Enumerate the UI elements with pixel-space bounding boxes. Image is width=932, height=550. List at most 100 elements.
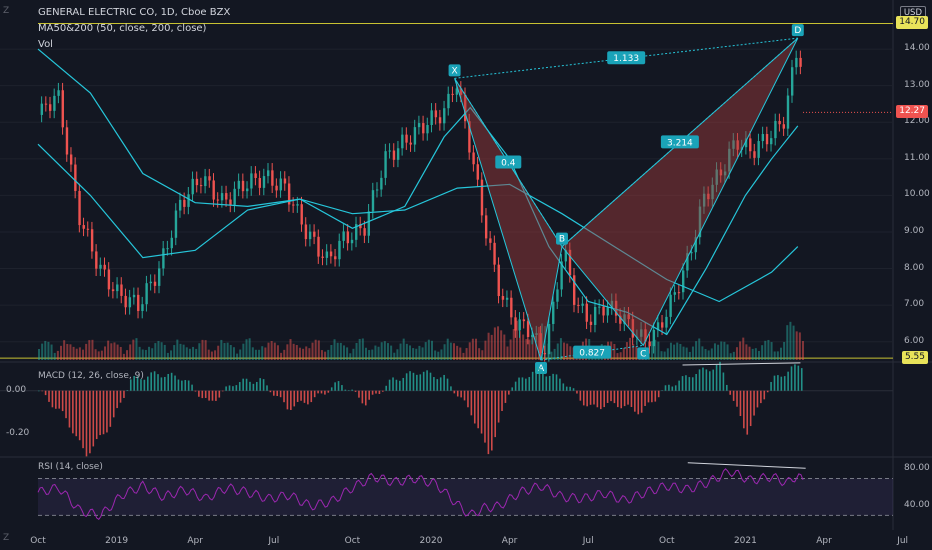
volume-bar — [188, 348, 191, 360]
candle-body — [375, 189, 379, 191]
volume-bar — [739, 341, 742, 360]
volume-bar — [550, 351, 553, 360]
macd-histogram-bar — [334, 382, 336, 391]
volume-bar — [239, 349, 242, 360]
volume-bar — [475, 338, 478, 360]
x-axis-label: Apr — [501, 536, 518, 546]
macd-histogram-bar — [112, 390, 115, 418]
volume-bar — [757, 350, 760, 360]
macd-histogram-bar — [559, 378, 561, 391]
volume-bar — [691, 346, 694, 360]
candle-body — [669, 294, 672, 317]
macd-histogram-bar — [419, 374, 422, 391]
candle-body — [749, 138, 752, 152]
price-tick-label: 12.00 — [904, 116, 930, 127]
volume-bar — [415, 348, 418, 360]
volume-bar — [75, 348, 78, 360]
x-axis-label: Jul — [268, 536, 280, 546]
volume-bar — [519, 331, 522, 360]
macd-histogram-bar — [736, 390, 738, 407]
volume-bar — [217, 345, 220, 360]
rsi-tick-label: 40.00 — [904, 500, 930, 511]
candle-body — [191, 178, 194, 195]
ratio-label: 3.214 — [667, 138, 693, 148]
macd-histogram-bar — [157, 374, 159, 391]
macd-histogram-bar — [150, 372, 152, 391]
candle-body — [82, 225, 85, 229]
candle-body — [790, 67, 794, 96]
candle-body — [644, 329, 647, 342]
candle-body — [472, 152, 475, 165]
volume-bar — [320, 350, 323, 360]
x-axis-label: Jul — [897, 536, 909, 546]
macd-histogram-bar — [497, 390, 500, 423]
candle-body — [246, 188, 249, 192]
candle-body — [438, 117, 442, 124]
macd-histogram-bar — [490, 390, 493, 451]
macd-histogram-bar — [242, 378, 244, 391]
volume-bar — [339, 342, 342, 360]
macd-histogram-bar — [572, 388, 575, 391]
macd-histogram-bar — [109, 390, 112, 427]
macd-histogram-bar — [579, 390, 582, 401]
candle-body — [723, 171, 727, 176]
volume-bar — [559, 338, 562, 360]
volume-bar — [735, 347, 738, 360]
macd-histogram-bar — [797, 365, 800, 391]
volume-bar — [462, 352, 465, 360]
ratio-badge — [607, 51, 646, 65]
macd-histogram-bar — [41, 390, 44, 392]
candle-body — [661, 322, 664, 328]
volume-bar — [446, 338, 449, 360]
macd-histogram-bar — [487, 390, 490, 455]
volume-bar — [635, 346, 638, 360]
macd-histogram-bar — [38, 390, 40, 392]
volume-bar — [487, 332, 490, 360]
volume-bar — [236, 353, 239, 360]
volume-bar — [663, 351, 666, 360]
volume-bar — [613, 343, 616, 360]
macd-histogram-bar — [477, 390, 479, 429]
macd-histogram-bar — [702, 367, 704, 391]
ma-legend: MA50&200 (50, close, 200, close) — [38, 23, 207, 34]
volume-bar — [204, 340, 207, 360]
macd-histogram-bar — [446, 378, 449, 391]
macd-histogram-bar — [545, 376, 548, 391]
candle-body — [153, 281, 157, 286]
candle-body — [271, 170, 274, 186]
macd-histogram-bar — [269, 390, 272, 393]
macd-histogram-bar — [630, 390, 633, 408]
volume-bar — [798, 332, 801, 360]
macd-histogram-bar — [92, 390, 95, 447]
price-tick-label: 8.00 — [904, 262, 925, 273]
macd-histogram-bar — [177, 379, 180, 391]
volume-bar — [100, 350, 103, 360]
macd-histogram-bar — [644, 390, 646, 406]
candle-body — [334, 256, 337, 260]
volume-bar — [569, 346, 572, 360]
candle-body — [593, 307, 597, 325]
candle-body — [308, 231, 312, 240]
volume-bar — [622, 347, 625, 360]
volume-bar — [166, 352, 169, 360]
volume-bar — [141, 349, 144, 360]
candle-body — [241, 180, 245, 192]
macd-histogram-bar — [136, 376, 139, 391]
macd-histogram-bar — [184, 380, 187, 391]
volume-bar — [795, 331, 798, 360]
macd-histogram-bar — [300, 390, 302, 401]
volume-bar — [402, 338, 405, 360]
macd-histogram-bar — [705, 369, 708, 391]
volume-bar — [248, 338, 251, 360]
macd-histogram-bar — [48, 390, 50, 402]
candle-body — [157, 268, 161, 286]
volume-bar — [41, 343, 44, 360]
macd-histogram-bar — [610, 390, 612, 402]
volume-bar — [63, 340, 66, 360]
rsi-divergence-line — [687, 462, 806, 469]
macd-histogram-bar — [794, 364, 796, 391]
volume-bar — [779, 347, 782, 360]
macd-histogram-bar — [238, 382, 241, 391]
candle-body — [69, 154, 73, 165]
